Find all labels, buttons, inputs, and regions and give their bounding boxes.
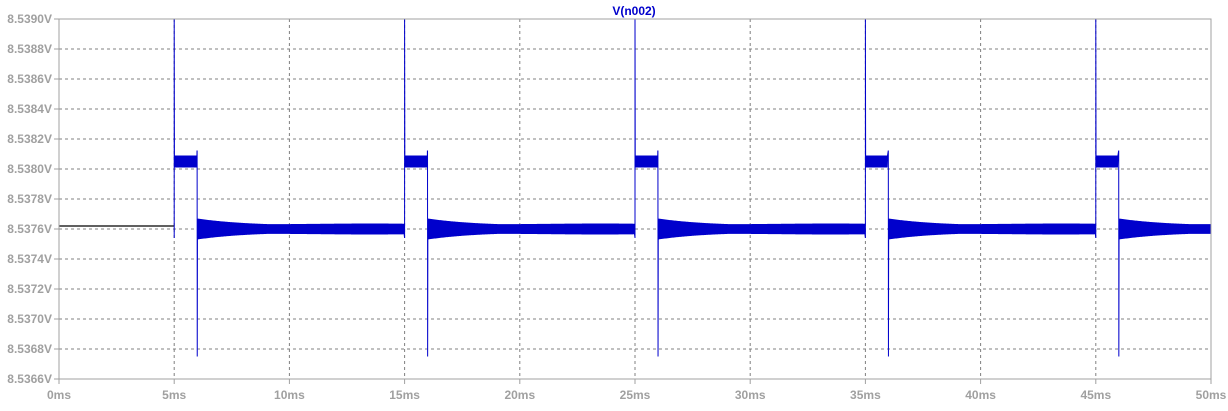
y-tick-label: 8.5368V: [7, 342, 52, 356]
series-layer: [59, 18, 1212, 357]
x-tick-label: 30ms: [735, 388, 766, 402]
x-tick-label: 40ms: [965, 388, 996, 402]
y-tick-label: 8.5366V: [7, 372, 52, 386]
x-tick-label: 50ms: [1196, 388, 1227, 402]
y-tick-label: 8.5390V: [7, 12, 52, 26]
y-tick-label: 8.5378V: [7, 192, 52, 206]
y-tick-label: 8.5380V: [7, 162, 52, 176]
y-tick-label: 8.5374V: [7, 252, 52, 266]
y-tick-label: 8.5384V: [7, 102, 52, 116]
x-tick-label: 20ms: [504, 388, 535, 402]
x-tick-label: 45ms: [1080, 388, 1111, 402]
y-tick-label: 8.5386V: [7, 72, 52, 86]
chart-title: V(n002): [612, 4, 655, 18]
axis-layer: 0ms 5ms 10ms 15ms 20ms 25ms 30ms 35ms 40ms 45ms 50…: [7, 12, 1226, 402]
y-tick-label: 8.5372V: [7, 282, 52, 296]
y-tick-label: 8.5388V: [7, 42, 52, 56]
x-tick-label: 10ms: [274, 388, 305, 402]
y-tick-label: 8.5382V: [7, 132, 52, 146]
x-tick-label: 5ms: [162, 388, 186, 402]
y-tick-label: 8.5370V: [7, 312, 52, 326]
x-tick-label: 25ms: [620, 388, 651, 402]
y-tick-label: 8.5376V: [7, 222, 52, 236]
plot-frame: [58, 18, 1212, 380]
series-line-vn002: [173, 18, 1212, 357]
x-tick-label: 0ms: [47, 388, 71, 402]
x-tick-label: 15ms: [389, 388, 420, 402]
x-tick-label: 35ms: [850, 388, 881, 402]
